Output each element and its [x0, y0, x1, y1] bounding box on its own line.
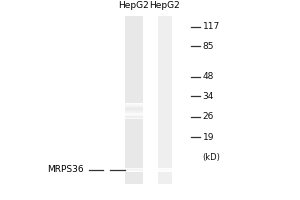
Bar: [158, 16, 172, 184]
Bar: [124, 107, 142, 108]
Bar: [124, 114, 142, 115]
Bar: [124, 109, 142, 110]
Text: 48: 48: [202, 72, 214, 81]
Text: 26: 26: [202, 112, 214, 121]
Text: 19: 19: [202, 133, 214, 142]
Text: 85: 85: [202, 42, 214, 51]
Bar: [124, 16, 142, 184]
Text: (kD): (kD): [202, 153, 220, 162]
Bar: [124, 103, 142, 104]
Bar: [124, 112, 142, 113]
Bar: [124, 115, 142, 116]
Bar: [124, 116, 142, 117]
Bar: [124, 105, 142, 106]
Bar: [124, 110, 142, 111]
Bar: [124, 118, 142, 119]
Text: HepG2: HepG2: [118, 1, 149, 10]
Bar: [124, 113, 142, 114]
Bar: [124, 106, 142, 107]
Bar: [124, 104, 142, 105]
Text: MRPS36: MRPS36: [47, 165, 84, 174]
Bar: [124, 108, 142, 109]
Bar: [124, 111, 142, 112]
Text: 117: 117: [202, 22, 220, 31]
Bar: [124, 117, 142, 118]
Text: 34: 34: [202, 92, 214, 101]
Text: HepG2: HepG2: [150, 1, 180, 10]
